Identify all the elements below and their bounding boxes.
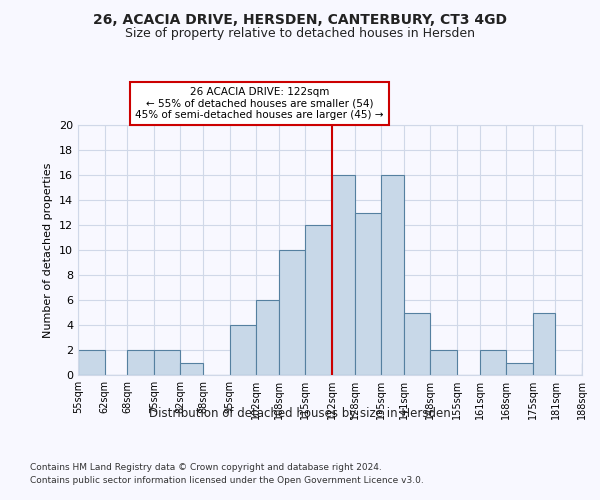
Bar — [78, 350, 104, 375]
Bar — [430, 350, 457, 375]
Text: Size of property relative to detached houses in Hersden: Size of property relative to detached ho… — [125, 28, 475, 40]
Text: 26 ACACIA DRIVE: 122sqm
← 55% of detached houses are smaller (54)
45% of semi-de: 26 ACACIA DRIVE: 122sqm ← 55% of detache… — [135, 87, 383, 120]
Bar — [127, 350, 154, 375]
Bar — [230, 325, 256, 375]
Bar — [355, 212, 381, 375]
Bar — [479, 350, 506, 375]
Bar — [279, 250, 305, 375]
Bar — [506, 362, 533, 375]
Bar — [381, 175, 404, 375]
Bar — [582, 362, 600, 375]
Text: Contains public sector information licensed under the Open Government Licence v3: Contains public sector information licen… — [30, 476, 424, 485]
Bar — [154, 350, 181, 375]
Bar — [181, 362, 203, 375]
Text: Contains HM Land Registry data © Crown copyright and database right 2024.: Contains HM Land Registry data © Crown c… — [30, 462, 382, 471]
Bar — [256, 300, 279, 375]
Bar — [533, 312, 556, 375]
Bar — [404, 312, 430, 375]
Bar — [332, 175, 355, 375]
Y-axis label: Number of detached properties: Number of detached properties — [43, 162, 53, 338]
Text: Distribution of detached houses by size in Hersden: Distribution of detached houses by size … — [149, 408, 451, 420]
Bar — [305, 225, 332, 375]
Text: 26, ACACIA DRIVE, HERSDEN, CANTERBURY, CT3 4GD: 26, ACACIA DRIVE, HERSDEN, CANTERBURY, C… — [93, 12, 507, 26]
